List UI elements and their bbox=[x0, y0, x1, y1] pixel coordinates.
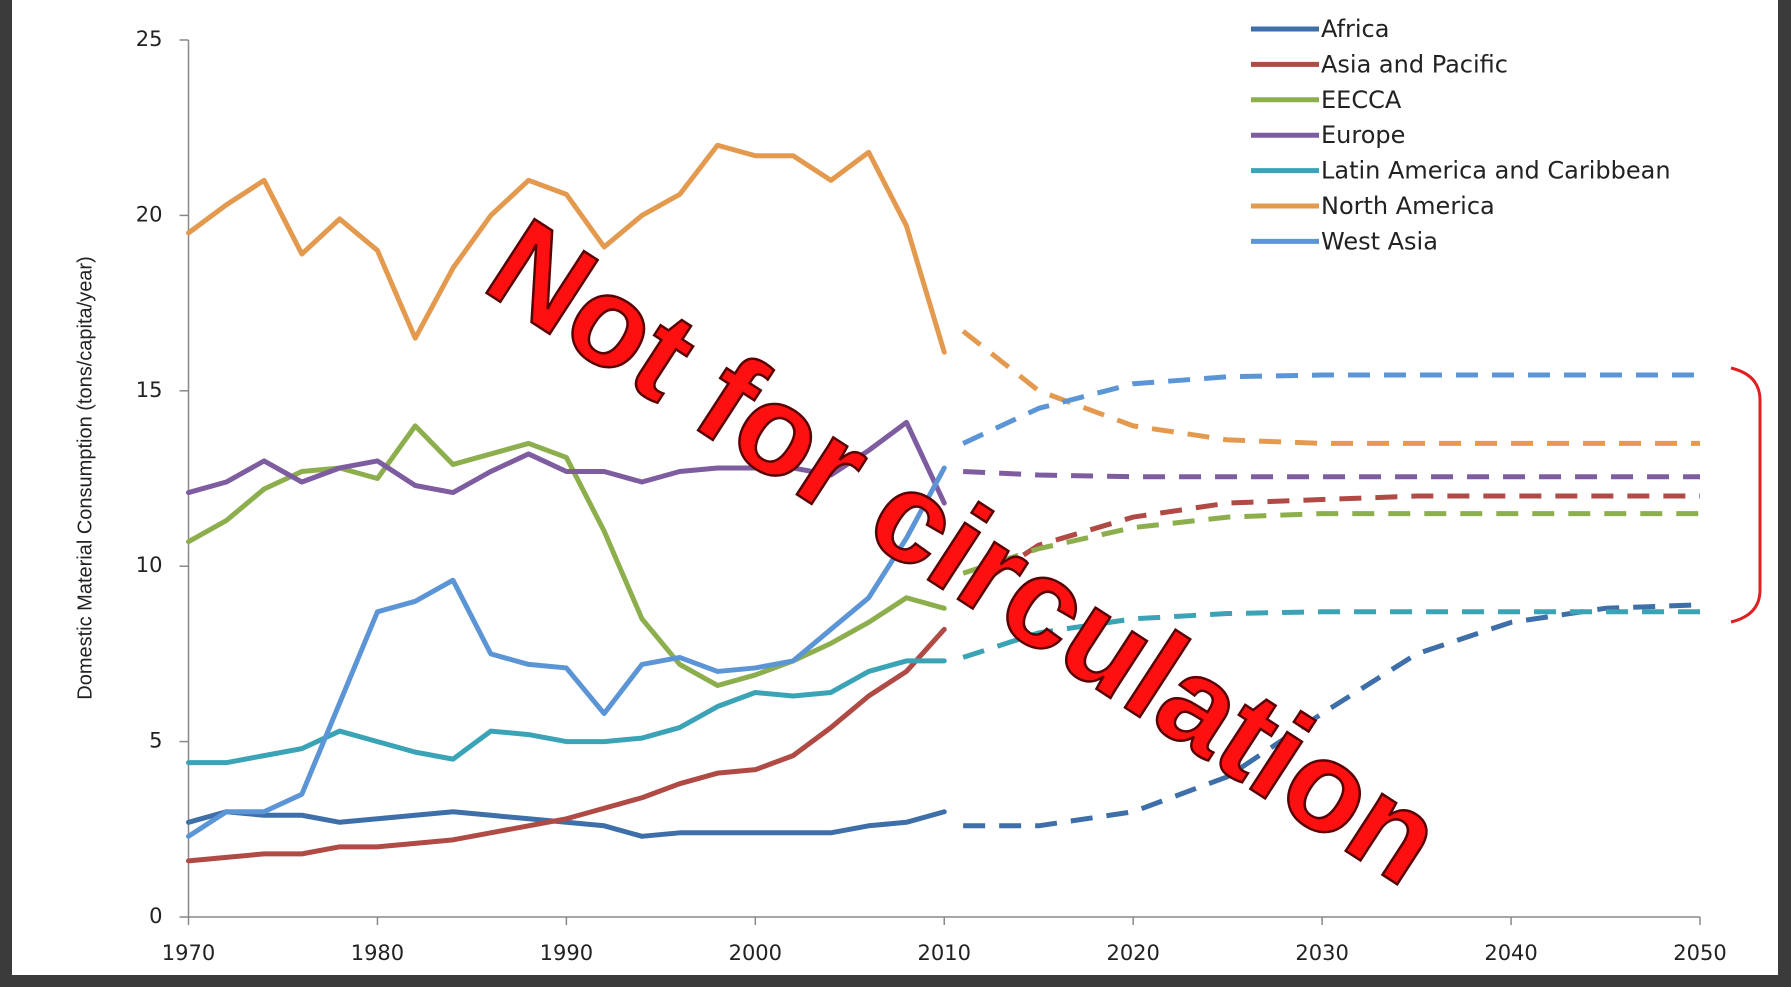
series-line bbox=[186, 809, 947, 839]
y-tick-label: 0 bbox=[149, 904, 162, 928]
x-tick-label: 2010 bbox=[918, 941, 971, 965]
legend-label: West Asia bbox=[1321, 227, 1438, 255]
legend-label: EECCA bbox=[1321, 86, 1402, 114]
y-tick-label: 5 bbox=[149, 729, 162, 753]
x-tick-label: 1990 bbox=[540, 941, 593, 965]
y-axis-label: Domestic Material Consumption (tons/capi… bbox=[74, 256, 96, 700]
x-tick-label: 1980 bbox=[351, 941, 404, 965]
x-tick-label: 2040 bbox=[1484, 941, 1537, 965]
projection-line bbox=[962, 372, 1700, 446]
series-line bbox=[186, 419, 947, 506]
x-tick-label: 2020 bbox=[1106, 941, 1159, 965]
projection-line bbox=[962, 609, 1700, 660]
series-line bbox=[186, 142, 947, 355]
legend-label: Latin America and Caribbean bbox=[1321, 157, 1671, 185]
projection-line bbox=[961, 493, 1700, 597]
y-tick-label: 10 bbox=[136, 553, 163, 577]
y-tick-label: 25 bbox=[136, 27, 163, 51]
x-tick-label: 2000 bbox=[729, 941, 782, 965]
x-tick-label: 2030 bbox=[1295, 941, 1348, 965]
legend-label: North America bbox=[1321, 192, 1495, 220]
legend-label: Asia and Pacific bbox=[1321, 50, 1508, 78]
series-line bbox=[186, 423, 947, 688]
series-line bbox=[186, 465, 947, 839]
series-line bbox=[186, 658, 947, 766]
x-tick-label: 2050 bbox=[1673, 941, 1726, 965]
x-tick-label: 1970 bbox=[162, 941, 215, 965]
plot-background bbox=[12, 0, 1778, 975]
legend-label: Africa bbox=[1321, 15, 1389, 43]
y-tick-label: 15 bbox=[136, 378, 163, 402]
y-tick-label: 20 bbox=[136, 202, 163, 226]
legend-label: Europe bbox=[1321, 121, 1405, 149]
bracket bbox=[1730, 366, 1762, 624]
projection-line bbox=[962, 511, 1700, 576]
series-line bbox=[186, 626, 947, 864]
